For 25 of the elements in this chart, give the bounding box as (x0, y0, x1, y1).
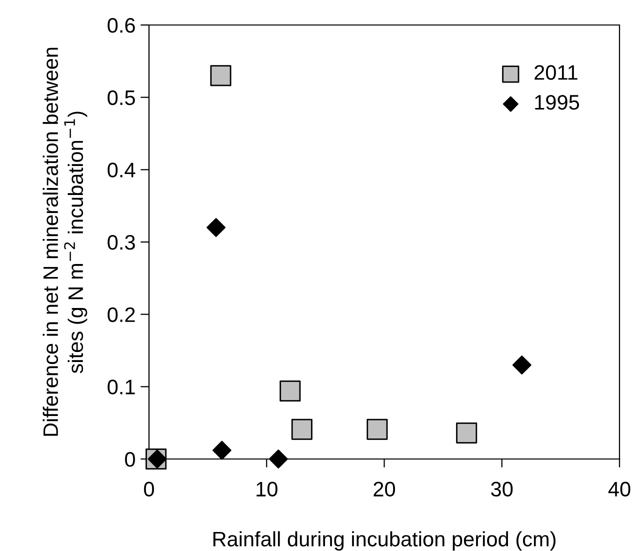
point (206, 218, 226, 238)
point (210, 65, 232, 86)
x-tick-label: 40 (608, 482, 630, 497)
y-tick-label: 0.2 (108, 307, 135, 322)
point (280, 380, 301, 402)
y-tick-label: 0.6 (108, 18, 135, 33)
y-tick-label: 0.3 (108, 235, 135, 250)
x-tick-label: 30 (491, 482, 513, 497)
point (512, 355, 532, 374)
x-axis-title: Rainfall during incubation period (cm) (213, 531, 556, 551)
point (456, 422, 478, 444)
x-tick-label: 10 (256, 482, 278, 497)
x-tick-label: 0 (144, 482, 154, 497)
point (291, 418, 312, 440)
y-tick-label: 0 (125, 452, 135, 467)
point (212, 440, 232, 460)
y-tick-label: 0.4 (108, 162, 136, 178)
legend-label: 1995 (535, 94, 580, 110)
legend-label: 2011 (534, 65, 578, 80)
point (366, 418, 388, 440)
x-tick-label: 20 (374, 482, 396, 497)
y-axis-title: Difference in net N mineralization between sites (g N m$^{−2}$ incubation$^{−1}$) (42, 48, 88, 436)
y-tick-label: 0.1 (108, 380, 135, 394)
y-tick-label: 0.5 (108, 90, 135, 106)
point (268, 450, 288, 468)
